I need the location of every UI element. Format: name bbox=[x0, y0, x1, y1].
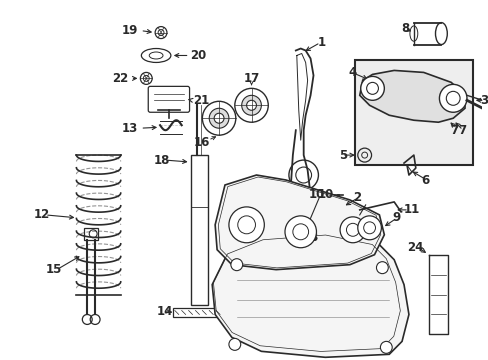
Text: 1: 1 bbox=[317, 36, 325, 49]
Circle shape bbox=[357, 216, 381, 240]
Text: 18: 18 bbox=[153, 154, 169, 167]
Text: 10: 10 bbox=[317, 188, 333, 202]
Text: 19: 19 bbox=[122, 24, 138, 37]
Text: 9: 9 bbox=[391, 211, 400, 224]
Bar bbox=[354, 60, 472, 165]
Text: 3: 3 bbox=[479, 94, 487, 107]
Circle shape bbox=[228, 207, 264, 243]
Text: 12: 12 bbox=[34, 208, 50, 221]
Circle shape bbox=[439, 84, 466, 112]
Bar bbox=[84, 228, 98, 240]
Polygon shape bbox=[215, 175, 384, 270]
Text: 14: 14 bbox=[156, 305, 172, 318]
Text: 10: 10 bbox=[308, 188, 325, 202]
Text: 7: 7 bbox=[449, 124, 457, 137]
Polygon shape bbox=[212, 235, 408, 357]
Polygon shape bbox=[359, 71, 464, 122]
Circle shape bbox=[339, 217, 365, 243]
Text: 2: 2 bbox=[352, 192, 360, 204]
Text: 24: 24 bbox=[407, 241, 423, 254]
Circle shape bbox=[246, 100, 256, 110]
Text: 17: 17 bbox=[243, 72, 259, 85]
Text: 16: 16 bbox=[194, 136, 210, 149]
Ellipse shape bbox=[435, 23, 447, 45]
Text: 22: 22 bbox=[112, 72, 128, 85]
Circle shape bbox=[214, 113, 224, 123]
Text: 23: 23 bbox=[302, 231, 318, 244]
Text: 20: 20 bbox=[190, 49, 206, 62]
Circle shape bbox=[209, 108, 228, 128]
Bar bbox=[190, 155, 208, 305]
Text: 4: 4 bbox=[348, 66, 356, 79]
Text: 21: 21 bbox=[193, 94, 209, 107]
Text: 5: 5 bbox=[338, 149, 346, 162]
Text: 15: 15 bbox=[45, 263, 61, 276]
Circle shape bbox=[360, 76, 384, 100]
Circle shape bbox=[241, 95, 261, 115]
Text: 7: 7 bbox=[457, 124, 465, 137]
Text: 13: 13 bbox=[122, 122, 138, 135]
Text: 8: 8 bbox=[401, 22, 409, 35]
Circle shape bbox=[228, 338, 240, 350]
Circle shape bbox=[230, 259, 242, 271]
Bar bbox=[172, 307, 222, 318]
Text: 23: 23 bbox=[302, 231, 318, 244]
Circle shape bbox=[376, 262, 387, 274]
Text: 11: 11 bbox=[403, 203, 419, 216]
Text: 6: 6 bbox=[421, 174, 429, 186]
Circle shape bbox=[285, 216, 316, 248]
Circle shape bbox=[380, 341, 391, 353]
